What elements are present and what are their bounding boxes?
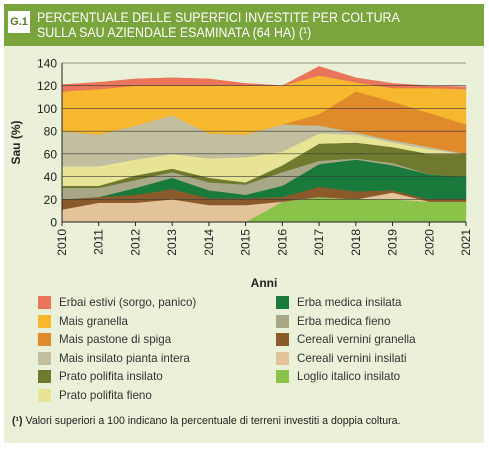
- y-axis-label: Sau (%): [9, 120, 23, 164]
- x-tick-label: 2015: [239, 229, 253, 256]
- x-axis-label: Anni: [251, 276, 278, 290]
- y-tick-label: 120: [37, 79, 57, 93]
- gridlines: [62, 62, 466, 200]
- legend-label: Prato polifita fieno: [59, 388, 152, 402]
- legend-label: Prato polifita insilato: [59, 370, 163, 383]
- legend-swatch: [38, 314, 51, 328]
- legend-swatch: [276, 370, 289, 383]
- legend-item: Cereali vernini insilati: [276, 351, 407, 365]
- x-tick-label: 2013: [165, 229, 179, 256]
- legend-item: Prato polifita insilato: [38, 370, 163, 383]
- legend-item: Erbai estivi (sorgo, panico): [38, 296, 196, 309]
- x-tick-label: 2018: [349, 229, 363, 256]
- axes: [61, 63, 467, 226]
- legend-swatch: [276, 296, 289, 309]
- legend-label: Mais granella: [59, 314, 128, 328]
- y-tick-label: 40: [44, 170, 58, 184]
- x-tick-label: 2019: [386, 229, 400, 256]
- figure-header: G.1 PERCENTUALE DELLE SUPERFICI INVESTIT…: [4, 4, 484, 46]
- x-tick-label: 2016: [275, 229, 289, 256]
- figure-badge: G.1: [8, 11, 30, 33]
- y-tick-label: 80: [44, 125, 58, 139]
- legend-swatch: [276, 333, 289, 346]
- legend-swatch: [38, 351, 51, 365]
- legend-item: Erba medica insilata: [276, 296, 401, 309]
- legend-swatch: [276, 314, 289, 328]
- legend-label: Loglio italico insilato: [297, 370, 401, 383]
- legend-item: Cereali vernini granella: [276, 333, 416, 346]
- x-tick-label: 2017: [312, 229, 326, 256]
- legend-label: Erba medica insilata: [297, 296, 402, 309]
- chart-title: PERCENTUALE DELLE SUPERFICI INVESTITE PE…: [37, 10, 442, 40]
- y-tick-label: 140: [37, 57, 57, 71]
- legend-swatch: [38, 333, 51, 346]
- chart-title-line-1: PERCENTUALE DELLE SUPERFICI INVESTITE PE…: [37, 10, 400, 25]
- footnote-text: Valori superiori a 100 indicano la perce…: [22, 415, 401, 427]
- legend-label: Erba medica fieno: [297, 314, 391, 328]
- x-tick-label: 2014: [202, 229, 216, 256]
- legend-swatch: [38, 388, 51, 402]
- y-tick-label: 100: [37, 102, 57, 116]
- y-tick-labels: 0 20 40 60 80 100 120 140: [37, 57, 57, 230]
- legend-item: Mais pastone di spiga: [38, 333, 171, 346]
- legend-item: Mais granella: [38, 314, 128, 328]
- y-tick-label: 0: [50, 216, 57, 230]
- legend-item: Erba medica fieno: [276, 314, 391, 328]
- footnote: (¹) Valori superiori a 100 indicano la p…: [12, 415, 478, 427]
- chart-title-line-2: SULLA SAU AZIENDALE ESAMINATA (64 HA) (¹…: [37, 25, 312, 40]
- legend-label: Erbai estivi (sorgo, panico): [59, 296, 197, 309]
- y-tick-label: 60: [44, 147, 58, 161]
- legend-swatch: [38, 370, 51, 383]
- legend-label: Mais insilato pianta intera: [59, 351, 190, 365]
- legend-label: Cereali vernini granella: [297, 333, 416, 346]
- x-tick-label: 2021: [459, 229, 473, 256]
- legend-swatch: [276, 351, 289, 365]
- chart-panel: 0 20 40 60 80 100 120 140 2010 2011 2012 2013 2014 2…: [4, 46, 484, 443]
- legend-item: Mais insilato pianta intera: [38, 351, 190, 365]
- legend-label: Mais pastone di spiga: [59, 333, 172, 346]
- legend-item: Loglio italico insilato: [276, 370, 400, 383]
- legend-label: Cereali vernini insilati: [297, 351, 407, 365]
- x-tick-labels: 2010 2011 2012 2013 2014 2015 2016 2017 2018 2019…: [55, 229, 473, 256]
- x-tick-label: 2020: [422, 229, 436, 256]
- y-tick-label: 20: [44, 193, 58, 207]
- legend-swatch: [38, 296, 51, 309]
- series-areas: [61, 66, 467, 223]
- x-tick-label: 2011: [92, 229, 106, 255]
- legend-item: Prato polifita fieno: [38, 388, 152, 402]
- x-tick-label: 2012: [128, 229, 142, 256]
- x-tick-label: 2010: [55, 229, 69, 256]
- footnote-marker: (¹): [12, 415, 23, 427]
